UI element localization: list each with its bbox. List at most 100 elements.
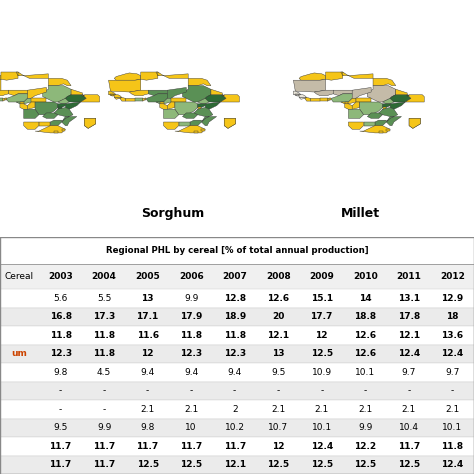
Text: 12.2: 12.2 (354, 442, 376, 451)
Polygon shape (198, 109, 201, 111)
Polygon shape (54, 108, 73, 117)
Polygon shape (329, 99, 331, 100)
Polygon shape (360, 102, 383, 115)
Polygon shape (110, 94, 114, 95)
Text: Cereal: Cereal (5, 272, 34, 281)
Polygon shape (383, 104, 390, 108)
Polygon shape (114, 73, 141, 80)
Text: 12: 12 (141, 349, 154, 358)
Text: 11.8: 11.8 (93, 349, 115, 358)
Polygon shape (129, 90, 148, 96)
Polygon shape (379, 131, 383, 133)
Text: 17.1: 17.1 (137, 312, 159, 321)
Polygon shape (158, 72, 188, 78)
Polygon shape (62, 117, 69, 122)
Polygon shape (409, 118, 420, 128)
Polygon shape (175, 126, 205, 133)
Text: Regional PHL by cereal [% of total annual production]: Regional PHL by cereal [% of total annua… (106, 246, 368, 255)
Polygon shape (341, 99, 356, 104)
Polygon shape (310, 99, 322, 101)
Text: 9.4: 9.4 (228, 368, 242, 377)
Text: -: - (102, 386, 106, 395)
Text: 11.7: 11.7 (93, 442, 115, 451)
Polygon shape (220, 95, 239, 102)
Text: 5.6: 5.6 (54, 294, 68, 303)
Text: 11.8: 11.8 (180, 331, 202, 340)
Polygon shape (7, 94, 27, 102)
Text: 11.7: 11.7 (224, 442, 246, 451)
Text: 9.4: 9.4 (140, 368, 155, 377)
Polygon shape (333, 90, 352, 96)
Polygon shape (407, 95, 409, 96)
Polygon shape (0, 79, 1, 92)
Text: 12.9: 12.9 (441, 294, 464, 303)
Text: 17.9: 17.9 (180, 312, 202, 321)
Text: 18: 18 (446, 312, 458, 321)
Text: 10.1: 10.1 (311, 423, 332, 432)
Text: 2.1: 2.1 (184, 405, 198, 414)
Polygon shape (5, 99, 7, 100)
Text: 12.5: 12.5 (398, 460, 420, 469)
Bar (0, 289, 474, 308)
Text: 12.8: 12.8 (224, 294, 246, 303)
Polygon shape (54, 131, 58, 133)
Polygon shape (164, 122, 179, 129)
Text: 12.5: 12.5 (180, 460, 202, 469)
Text: 12.5: 12.5 (310, 460, 333, 469)
Polygon shape (367, 113, 383, 118)
Polygon shape (62, 117, 77, 126)
Polygon shape (114, 95, 122, 98)
Polygon shape (9, 90, 27, 96)
Polygon shape (58, 95, 71, 104)
Text: 10.7: 10.7 (268, 423, 288, 432)
Polygon shape (35, 126, 65, 133)
Text: 2.1: 2.1 (401, 405, 416, 414)
Text: -: - (407, 386, 410, 395)
Text: 10.4: 10.4 (399, 423, 419, 432)
Polygon shape (190, 120, 201, 126)
Text: 2.1: 2.1 (315, 405, 329, 414)
Bar (0, 345, 474, 363)
Polygon shape (293, 91, 301, 95)
Polygon shape (328, 99, 329, 101)
Text: 12.1: 12.1 (224, 460, 246, 469)
Text: 10.1: 10.1 (355, 368, 375, 377)
Polygon shape (50, 120, 62, 126)
Polygon shape (188, 78, 211, 86)
Polygon shape (65, 95, 86, 102)
Bar (0, 382, 474, 400)
Text: 12.4: 12.4 (310, 442, 333, 451)
Text: 9.7: 9.7 (445, 368, 459, 377)
Text: 2008: 2008 (266, 272, 291, 281)
Text: 11.7: 11.7 (398, 442, 420, 451)
Text: 10.1: 10.1 (442, 423, 462, 432)
Text: -: - (190, 386, 193, 395)
Polygon shape (3, 99, 5, 101)
Polygon shape (198, 104, 205, 108)
Text: 12.5: 12.5 (267, 460, 289, 469)
Polygon shape (390, 95, 411, 102)
Polygon shape (350, 88, 371, 99)
Text: 12.5: 12.5 (310, 349, 333, 358)
Text: 13.6: 13.6 (441, 331, 463, 340)
Text: 11.7: 11.7 (93, 460, 115, 469)
Text: -: - (59, 405, 62, 414)
Text: 11.8: 11.8 (50, 331, 72, 340)
Polygon shape (167, 102, 175, 109)
Polygon shape (201, 117, 209, 122)
Text: 2006: 2006 (179, 272, 203, 281)
Text: 9.5: 9.5 (271, 368, 285, 377)
Text: 12.4: 12.4 (441, 460, 464, 469)
Polygon shape (320, 99, 328, 101)
Text: 12.1: 12.1 (398, 331, 420, 340)
Text: 20: 20 (272, 312, 284, 321)
Polygon shape (364, 122, 375, 126)
Polygon shape (179, 122, 190, 126)
Text: 2.1: 2.1 (445, 405, 459, 414)
Polygon shape (71, 89, 82, 95)
Text: 2011: 2011 (396, 272, 421, 281)
Polygon shape (345, 104, 352, 109)
Text: 2012: 2012 (440, 272, 465, 281)
Polygon shape (20, 104, 27, 109)
Polygon shape (383, 108, 386, 109)
